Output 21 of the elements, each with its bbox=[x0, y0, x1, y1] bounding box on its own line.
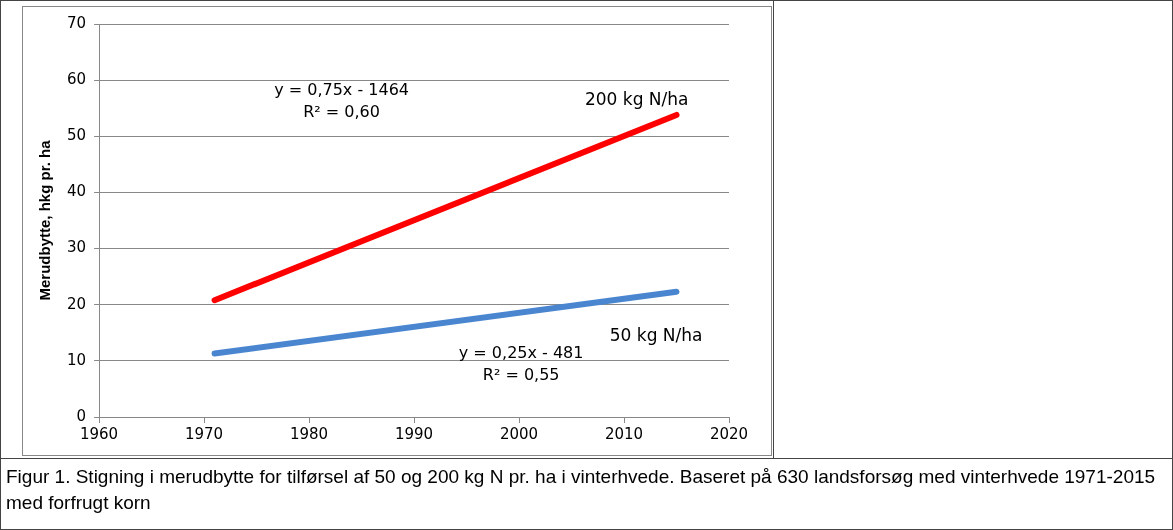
y-tick-label: 10 bbox=[66, 350, 87, 369]
y-tick-label: 30 bbox=[66, 238, 87, 257]
annotation: y = 0,75x - 1464 R² = 0,60 bbox=[274, 79, 410, 121]
y-tick-label: 20 bbox=[66, 294, 87, 313]
y-tick-label: 70 bbox=[66, 13, 87, 32]
x-tick-label: 1990 bbox=[394, 424, 434, 443]
y-tick-label: 40 bbox=[66, 182, 87, 201]
x-tick-label: 2000 bbox=[499, 424, 539, 443]
x-tick-label: 1970 bbox=[184, 424, 224, 443]
text: Figur 1. Stigning i merudbytte for tilførsel af 50 og 200 kg N pr. ha i vinterhvede. Baseret på 630 landsforsøg med vinterhvede 1971-2015 med forfrugt korn bbox=[6, 465, 1157, 515]
y-tick-label: 50 bbox=[66, 126, 87, 145]
x-tick-label: 1960 bbox=[79, 424, 119, 443]
series-label: 200 kg N/ha bbox=[584, 88, 689, 109]
y-axis-title: Merudbytte, hkg pr. ha bbox=[36, 139, 54, 301]
x-tick-label: 2010 bbox=[604, 424, 644, 443]
x-tick-label: 1980 bbox=[289, 424, 329, 443]
series-label: 50 kg N/ha bbox=[609, 324, 703, 345]
y-tick-label: 0 bbox=[76, 406, 87, 425]
x-tick-label: 2020 bbox=[709, 424, 749, 443]
annotation: y = 0,25x - 481 R² = 0,55 bbox=[458, 343, 584, 385]
y-tick-label: 60 bbox=[66, 70, 87, 89]
